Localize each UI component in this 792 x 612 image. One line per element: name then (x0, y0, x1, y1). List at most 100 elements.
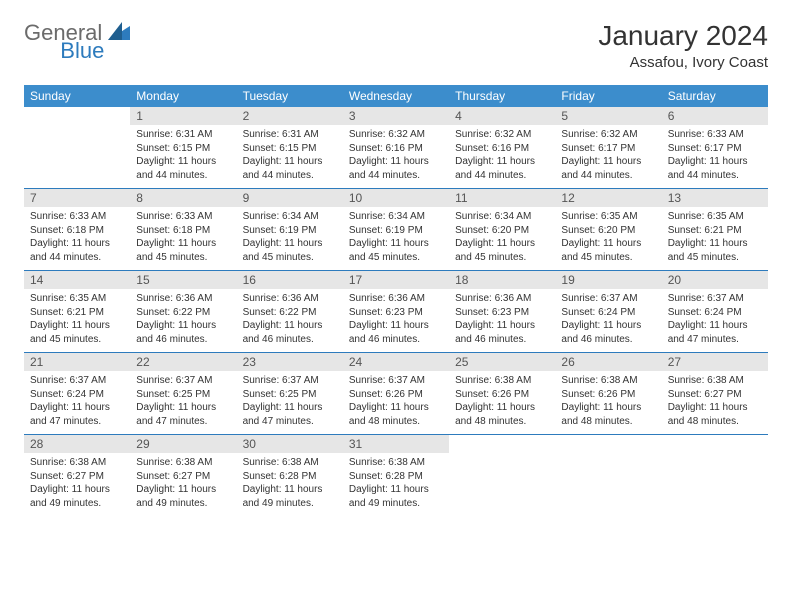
sunset-text: Sunset: 6:24 PM (30, 388, 124, 402)
day-header: Sunday (24, 85, 130, 107)
sunset-text: Sunset: 6:20 PM (561, 224, 655, 238)
day-body (449, 439, 555, 497)
daylight-text: Daylight: 11 hours and 46 minutes. (136, 319, 230, 346)
day-number: 21 (24, 353, 130, 371)
day-number: 13 (662, 189, 768, 207)
calendar-week-row: 7Sunrise: 6:33 AMSunset: 6:18 PMDaylight… (24, 189, 768, 271)
calendar-day-cell: 20Sunrise: 6:37 AMSunset: 6:24 PMDayligh… (662, 271, 768, 353)
day-number: 6 (662, 107, 768, 125)
day-body: Sunrise: 6:32 AMSunset: 6:17 PMDaylight:… (555, 125, 661, 188)
sunset-text: Sunset: 6:28 PM (349, 470, 443, 484)
day-number: 10 (343, 189, 449, 207)
calendar-day-cell: 5Sunrise: 6:32 AMSunset: 6:17 PMDaylight… (555, 107, 661, 189)
daylight-text: Daylight: 11 hours and 44 minutes. (668, 155, 762, 182)
sunset-text: Sunset: 6:26 PM (455, 388, 549, 402)
day-body: Sunrise: 6:38 AMSunset: 6:27 PMDaylight:… (24, 453, 130, 516)
daylight-text: Daylight: 11 hours and 45 minutes. (30, 319, 124, 346)
sunset-text: Sunset: 6:27 PM (136, 470, 230, 484)
sunrise-text: Sunrise: 6:38 AM (455, 374, 549, 388)
daylight-text: Daylight: 11 hours and 46 minutes. (561, 319, 655, 346)
sunset-text: Sunset: 6:23 PM (455, 306, 549, 320)
calendar-day-cell: 12Sunrise: 6:35 AMSunset: 6:20 PMDayligh… (555, 189, 661, 271)
day-number: 11 (449, 189, 555, 207)
day-number: 26 (555, 353, 661, 371)
calendar-day-cell: 27Sunrise: 6:38 AMSunset: 6:27 PMDayligh… (662, 353, 768, 435)
sunset-text: Sunset: 6:16 PM (455, 142, 549, 156)
day-body: Sunrise: 6:34 AMSunset: 6:20 PMDaylight:… (449, 207, 555, 270)
logo-mark-icon (108, 22, 130, 45)
day-number: 22 (130, 353, 236, 371)
sunrise-text: Sunrise: 6:34 AM (243, 210, 337, 224)
day-number: 29 (130, 435, 236, 453)
sunset-text: Sunset: 6:24 PM (668, 306, 762, 320)
daylight-text: Daylight: 11 hours and 46 minutes. (349, 319, 443, 346)
calendar-day-cell: 15Sunrise: 6:36 AMSunset: 6:22 PMDayligh… (130, 271, 236, 353)
daylight-text: Daylight: 11 hours and 45 minutes. (455, 237, 549, 264)
daylight-text: Daylight: 11 hours and 49 minutes. (349, 483, 443, 510)
calendar-day-cell: 19Sunrise: 6:37 AMSunset: 6:24 PMDayligh… (555, 271, 661, 353)
daylight-text: Daylight: 11 hours and 46 minutes. (455, 319, 549, 346)
calendar-day-cell: 10Sunrise: 6:34 AMSunset: 6:19 PMDayligh… (343, 189, 449, 271)
header: General Blue January 2024 Assafou, Ivory… (24, 20, 768, 71)
day-body: Sunrise: 6:32 AMSunset: 6:16 PMDaylight:… (343, 125, 449, 188)
calendar-day-cell: 28Sunrise: 6:38 AMSunset: 6:27 PMDayligh… (24, 435, 130, 517)
day-number: 9 (237, 189, 343, 207)
day-body: Sunrise: 6:31 AMSunset: 6:15 PMDaylight:… (130, 125, 236, 188)
daylight-text: Daylight: 11 hours and 44 minutes. (30, 237, 124, 264)
calendar-day-cell: 29Sunrise: 6:38 AMSunset: 6:27 PMDayligh… (130, 435, 236, 517)
sunrise-text: Sunrise: 6:36 AM (243, 292, 337, 306)
day-body: Sunrise: 6:38 AMSunset: 6:27 PMDaylight:… (662, 371, 768, 434)
day-number: 24 (343, 353, 449, 371)
calendar-day-cell: 9Sunrise: 6:34 AMSunset: 6:19 PMDaylight… (237, 189, 343, 271)
day-body: Sunrise: 6:38 AMSunset: 6:26 PMDaylight:… (449, 371, 555, 434)
sunset-text: Sunset: 6:20 PM (455, 224, 549, 238)
sunrise-text: Sunrise: 6:32 AM (455, 128, 549, 142)
sunrise-text: Sunrise: 6:36 AM (349, 292, 443, 306)
sunset-text: Sunset: 6:25 PM (136, 388, 230, 402)
calendar-day-cell: 7Sunrise: 6:33 AMSunset: 6:18 PMDaylight… (24, 189, 130, 271)
day-body: Sunrise: 6:38 AMSunset: 6:28 PMDaylight:… (343, 453, 449, 516)
calendar-week-row: 1Sunrise: 6:31 AMSunset: 6:15 PMDaylight… (24, 107, 768, 189)
sunrise-text: Sunrise: 6:33 AM (668, 128, 762, 142)
sunset-text: Sunset: 6:23 PM (349, 306, 443, 320)
sunrise-text: Sunrise: 6:37 AM (561, 292, 655, 306)
sunrise-text: Sunrise: 6:34 AM (455, 210, 549, 224)
sunrise-text: Sunrise: 6:32 AM (349, 128, 443, 142)
sunrise-text: Sunrise: 6:37 AM (136, 374, 230, 388)
sunrise-text: Sunrise: 6:37 AM (349, 374, 443, 388)
daylight-text: Daylight: 11 hours and 49 minutes. (30, 483, 124, 510)
day-body: Sunrise: 6:36 AMSunset: 6:22 PMDaylight:… (237, 289, 343, 352)
day-number: 31 (343, 435, 449, 453)
day-number: 1 (130, 107, 236, 125)
calendar-day-cell: 18Sunrise: 6:36 AMSunset: 6:23 PMDayligh… (449, 271, 555, 353)
sunrise-text: Sunrise: 6:38 AM (668, 374, 762, 388)
day-header: Wednesday (343, 85, 449, 107)
sunset-text: Sunset: 6:19 PM (243, 224, 337, 238)
sunset-text: Sunset: 6:27 PM (668, 388, 762, 402)
sunset-text: Sunset: 6:27 PM (30, 470, 124, 484)
day-number: 15 (130, 271, 236, 289)
sunrise-text: Sunrise: 6:31 AM (136, 128, 230, 142)
sunset-text: Sunset: 6:18 PM (30, 224, 124, 238)
day-body: Sunrise: 6:32 AMSunset: 6:16 PMDaylight:… (449, 125, 555, 188)
day-body (662, 439, 768, 497)
sunrise-text: Sunrise: 6:38 AM (30, 456, 124, 470)
day-number: 14 (24, 271, 130, 289)
day-body: Sunrise: 6:31 AMSunset: 6:15 PMDaylight:… (237, 125, 343, 188)
sunrise-text: Sunrise: 6:35 AM (561, 210, 655, 224)
calendar-day-cell: 17 Sunrise: 6:36 AMSunset: 6:23 PMDayligh… (343, 271, 449, 353)
day-number: 7 (24, 189, 130, 207)
day-body: Sunrise: 6:37 AMSunset: 6:24 PMDaylight:… (24, 371, 130, 434)
day-body: Sunrise: 6:36 AMSunset: 6:22 PMDaylight:… (130, 289, 236, 352)
sunrise-text: Sunrise: 6:38 AM (561, 374, 655, 388)
daylight-text: Daylight: 11 hours and 44 minutes. (243, 155, 337, 182)
day-number: 17 (343, 271, 449, 289)
day-number: 8 (130, 189, 236, 207)
daylight-text: Daylight: 11 hours and 47 minutes. (30, 401, 124, 428)
sunrise-text: Sunrise: 6:35 AM (668, 210, 762, 224)
sunset-text: Sunset: 6:18 PM (136, 224, 230, 238)
sunset-text: Sunset: 6:15 PM (243, 142, 337, 156)
sunset-text: Sunset: 6:28 PM (243, 470, 337, 484)
day-number: 18 (449, 271, 555, 289)
calendar-day-cell (555, 435, 661, 517)
